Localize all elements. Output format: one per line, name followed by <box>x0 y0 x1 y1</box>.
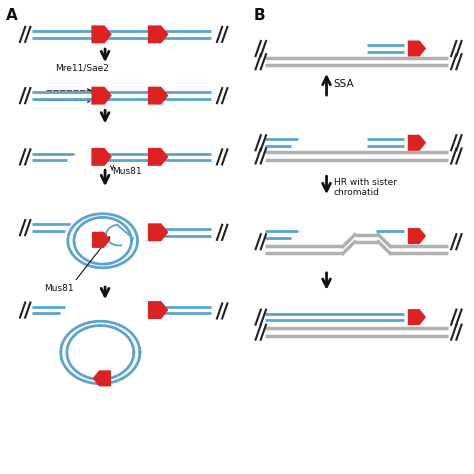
Polygon shape <box>148 148 168 166</box>
Text: Mus81: Mus81 <box>44 284 73 293</box>
Polygon shape <box>148 301 168 319</box>
Polygon shape <box>91 26 112 43</box>
Polygon shape <box>408 135 426 151</box>
Text: Mus81: Mus81 <box>112 166 142 175</box>
Polygon shape <box>148 26 168 43</box>
Polygon shape <box>148 223 168 241</box>
Polygon shape <box>91 148 112 166</box>
Polygon shape <box>92 370 111 386</box>
Text: HR with sister
chromatid: HR with sister chromatid <box>334 178 397 198</box>
Polygon shape <box>148 87 168 105</box>
Text: B: B <box>254 9 265 23</box>
Polygon shape <box>408 309 426 325</box>
Polygon shape <box>408 40 426 56</box>
Polygon shape <box>91 87 112 105</box>
Text: Mre11/Sae2: Mre11/Sae2 <box>55 63 109 72</box>
Text: A: A <box>6 9 18 23</box>
Polygon shape <box>92 232 110 248</box>
Polygon shape <box>408 228 426 244</box>
Text: SSA: SSA <box>334 79 354 89</box>
